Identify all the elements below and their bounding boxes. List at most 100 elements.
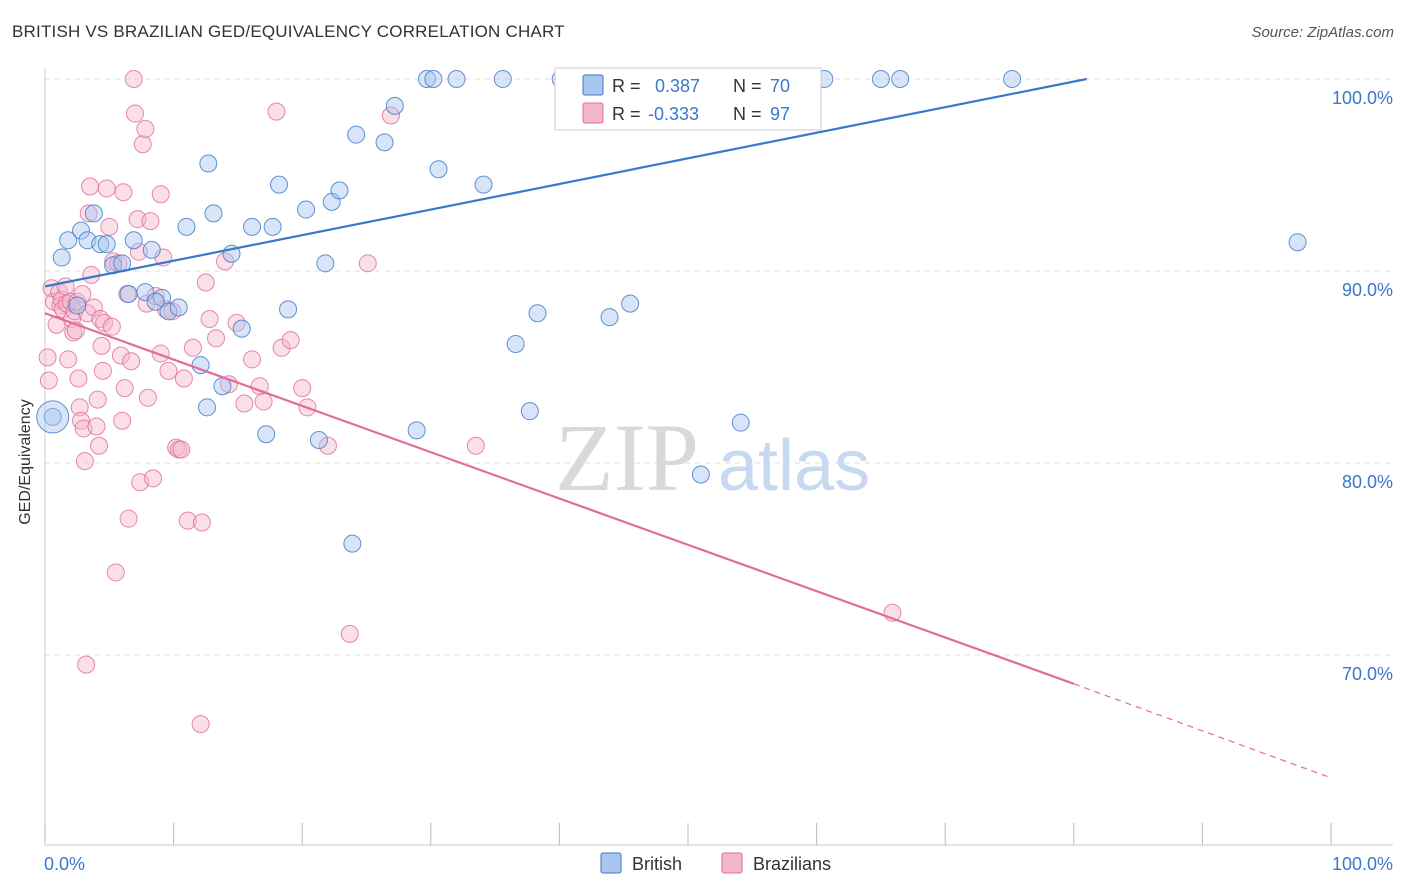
brazilians-point — [111, 346, 130, 365]
brazilians-point — [39, 371, 58, 390]
legend-brazilians-swatch[interactable] — [721, 852, 743, 874]
british-point — [84, 204, 103, 223]
british-point — [177, 217, 196, 236]
british-point — [600, 308, 619, 327]
brazilians-point — [115, 379, 134, 398]
watermark-atlas: atlas — [718, 426, 870, 506]
british-point — [169, 298, 188, 317]
brazilians-point — [124, 70, 143, 88]
brazilians-point — [254, 392, 273, 411]
british-point — [691, 465, 710, 484]
axes — [44, 68, 1393, 846]
brazilians-point — [137, 294, 156, 313]
british-point — [347, 125, 366, 144]
brazilians-point — [92, 336, 111, 355]
stats-legend: R = 0.387 N = 70 R = -0.333 N = 97 — [554, 67, 822, 131]
brazilians-point — [114, 183, 133, 202]
brazilians-point — [141, 212, 160, 231]
brazilians-point — [196, 273, 215, 292]
brazilians-trend-extension — [1073, 683, 1332, 779]
british-point — [330, 181, 349, 200]
british-point — [119, 285, 138, 304]
brazilians-n-value: 97 — [770, 104, 790, 124]
brazilians-point — [100, 217, 119, 236]
trend-lines — [44, 77, 1332, 779]
british-point — [72, 221, 91, 240]
brazilians-r-label: R = — [612, 104, 641, 124]
y-tick-label: 80.0% — [1342, 472, 1393, 492]
brazilians-point — [192, 513, 211, 532]
british-point — [474, 175, 493, 194]
british-point — [493, 70, 512, 88]
british-point — [59, 231, 78, 250]
british-point — [68, 296, 87, 315]
brazilians-point — [381, 106, 400, 125]
brazilians-point — [191, 715, 210, 734]
legend-brazilians-label[interactable]: Brazilians — [753, 854, 831, 874]
brazilians-point — [69, 369, 88, 388]
brazilians-point — [227, 313, 246, 332]
brazilians-point — [77, 655, 96, 674]
british-point — [198, 398, 217, 417]
brazilians-point — [200, 310, 219, 328]
brazilians-points — [38, 70, 902, 734]
british-point — [232, 319, 251, 338]
y-tick-labels: 70.0% 80.0% 90.0% 100.0% — [1332, 88, 1393, 684]
x-tick-label: 0.0% — [44, 854, 85, 874]
brazilians-point — [159, 361, 178, 380]
british-point-large — [36, 400, 70, 434]
british-point — [204, 204, 223, 223]
british-point — [506, 334, 525, 353]
brazilians-point — [146, 286, 165, 305]
british-r-label: R = — [612, 76, 641, 96]
british-point — [1288, 233, 1307, 252]
brazilians-point — [119, 509, 138, 528]
brazilians-point — [75, 452, 94, 471]
british-n-value: 70 — [770, 76, 790, 96]
brazilians-point — [90, 436, 109, 455]
brazilians-point — [318, 436, 337, 455]
brazilians-point — [358, 254, 377, 273]
brazilians-point — [144, 469, 163, 488]
brazilians-point — [59, 350, 78, 369]
brazilians-point — [93, 361, 112, 380]
grid-lines — [45, 78, 1393, 656]
british-n-label: N = — [733, 76, 762, 96]
legend-british-swatch[interactable] — [600, 852, 622, 874]
british-point — [43, 407, 62, 426]
brazilians-trend-line — [44, 312, 1075, 685]
british-point — [429, 160, 448, 179]
brazilians-point — [70, 398, 89, 417]
british-trend-line — [44, 77, 1087, 288]
brazilians-point — [267, 102, 286, 121]
brazilians-point — [293, 379, 312, 398]
y-tick-label: 70.0% — [1342, 664, 1393, 684]
british-points — [36, 70, 1307, 553]
british-r-value: 0.387 — [655, 76, 700, 96]
brazilians-point — [151, 185, 170, 204]
brazilians-point — [216, 252, 235, 271]
legend-british-label[interactable]: British — [632, 854, 682, 874]
british-point — [243, 217, 262, 236]
brazilians-point — [207, 329, 226, 348]
brazilians-point — [113, 411, 132, 430]
chart-title: BRITISH VS BRAZILIAN GED/EQUIVALENCY COR… — [12, 22, 565, 41]
brazilians-point — [133, 135, 152, 154]
source-label: Source: ZipAtlas.com — [1251, 24, 1394, 41]
brazilians-point — [87, 417, 106, 436]
british-point — [343, 534, 362, 553]
brazilians-point — [73, 285, 92, 304]
brazilians-point — [136, 119, 155, 138]
brazilians-point — [174, 369, 193, 388]
british-point — [385, 96, 404, 115]
british-point — [297, 200, 316, 219]
series-legend: British Brazilians — [600, 852, 831, 874]
brazilians-n-label: N = — [733, 104, 762, 124]
british-point — [1003, 70, 1022, 88]
british-point — [199, 154, 218, 173]
brazilians-point — [340, 624, 359, 643]
brazilians-point — [178, 511, 197, 530]
british-point — [124, 231, 143, 250]
british-point — [316, 254, 335, 273]
